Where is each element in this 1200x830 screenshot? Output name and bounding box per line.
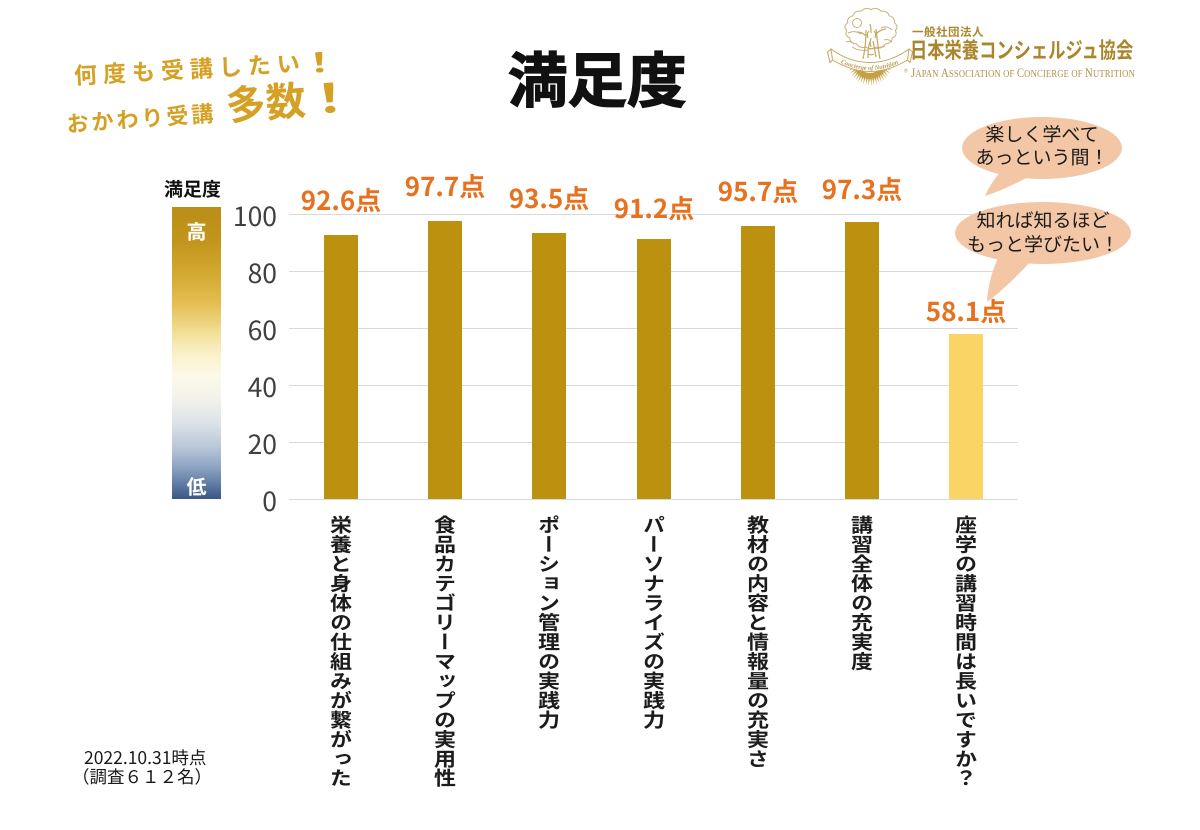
svg-text:®: ® [904, 68, 908, 75]
